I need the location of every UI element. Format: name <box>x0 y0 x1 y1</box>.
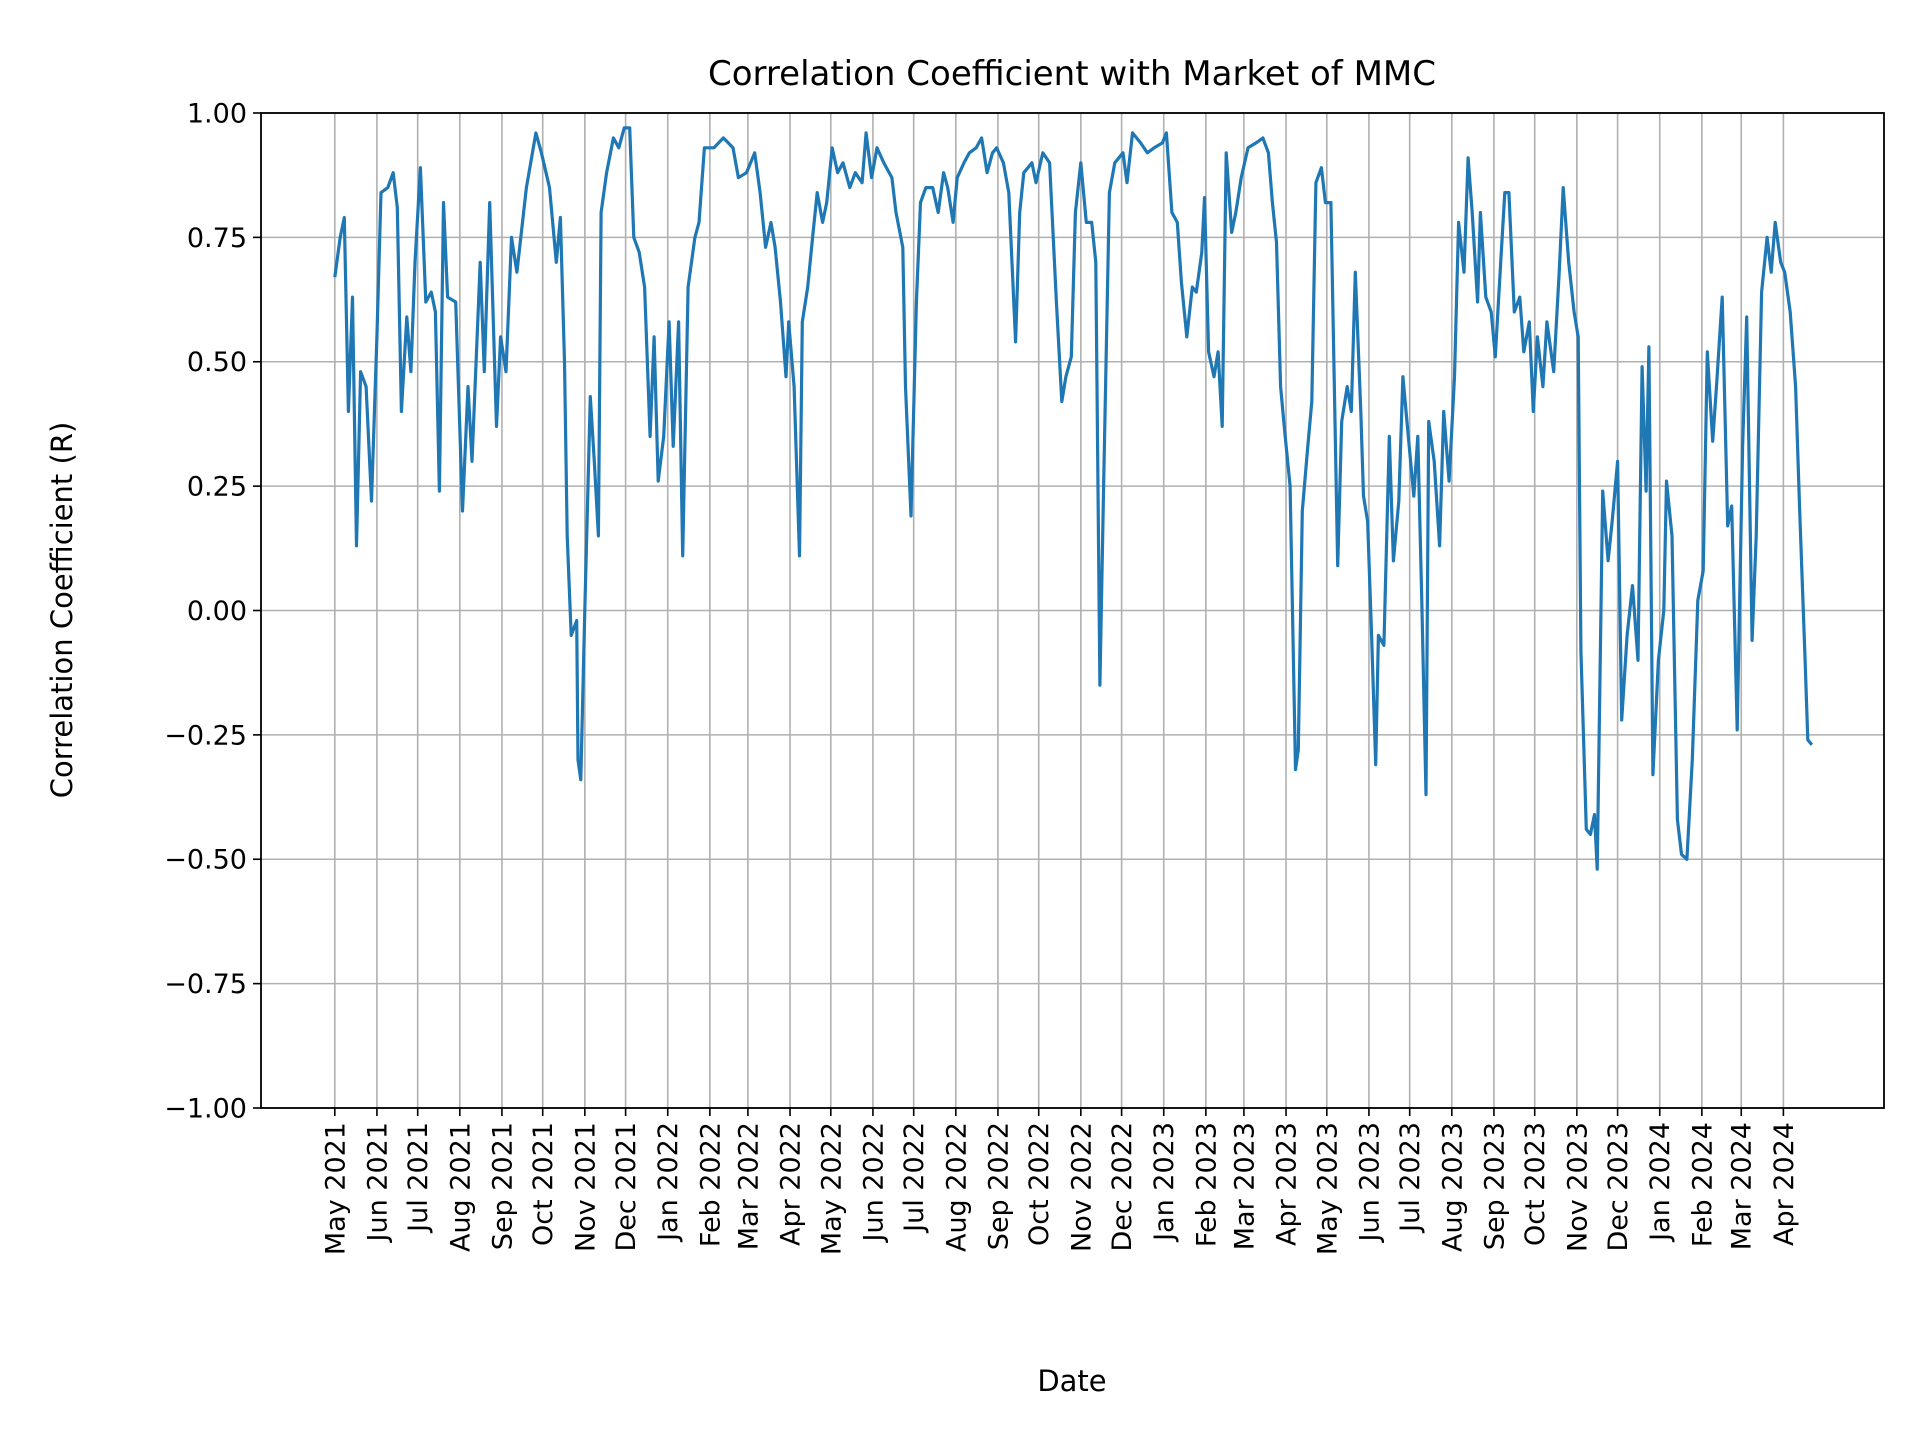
y-axis-ticks: −1.00 −0.75 −0.50 −0.25 0.00 0.25 0.50 0.75 1.00 <box>164 98 261 1124</box>
x-axis-label: Date <box>1037 1364 1106 1398</box>
y-tick-label: −0.25 <box>164 720 247 751</box>
x-tick-label: Jan 2024 <box>1645 1122 1676 1243</box>
series-layer <box>333 126 1814 871</box>
y-tick-label: −0.50 <box>164 845 247 876</box>
x-tick-label: Aug 2021 <box>445 1122 476 1252</box>
x-tick-label: Nov 2021 <box>570 1122 601 1252</box>
x-tick-label: Jul 2022 <box>899 1122 930 1234</box>
x-tick-label: Apr 2024 <box>1769 1122 1800 1246</box>
y-tick-label: 0.25 <box>187 472 247 503</box>
x-tick-label: Jun 2023 <box>1354 1122 1385 1243</box>
x-tick-label: Aug 2023 <box>1437 1122 1468 1252</box>
y-tick-label: 0.50 <box>187 347 247 378</box>
x-tick-label: Dec 2023 <box>1603 1122 1634 1252</box>
x-tick-label: May 2022 <box>816 1122 847 1255</box>
y-tick-label: 1.00 <box>187 98 247 129</box>
x-tick-label: Jul 2021 <box>403 1122 434 1234</box>
y-tick-label: −1.00 <box>164 1093 247 1124</box>
x-tick-label: Oct 2021 <box>528 1122 559 1246</box>
x-tick-label: Feb 2023 <box>1191 1122 1222 1247</box>
x-tick-label: Aug 2022 <box>941 1122 972 1252</box>
y-tick-label: 0.75 <box>187 223 247 254</box>
x-tick-label: Feb 2024 <box>1687 1122 1718 1247</box>
x-tick-label: Jun 2022 <box>858 1122 889 1243</box>
y-axis-label: Correlation Coefficient (R) <box>45 422 79 799</box>
x-tick-label: Mar 2022 <box>733 1122 764 1250</box>
x-tick-label: Jan 2022 <box>653 1122 684 1243</box>
x-tick-label: Sep 2021 <box>487 1122 518 1250</box>
x-tick-label: Nov 2023 <box>1562 1122 1593 1252</box>
x-axis-ticks: May 2021 Jun 2021 Jul 2021 Aug 2021 Sep 2021… <box>320 1108 1800 1255</box>
x-tick-label: Sep 2023 <box>1479 1122 1510 1250</box>
x-tick-label: Mar 2024 <box>1727 1122 1758 1250</box>
y-tick-label: −0.75 <box>164 969 247 1000</box>
x-tick-label: Sep 2022 <box>983 1122 1014 1250</box>
x-tick-label: Oct 2023 <box>1520 1122 1551 1246</box>
x-tick-label: Apr 2023 <box>1271 1122 1302 1246</box>
x-tick-label: Oct 2022 <box>1024 1122 1055 1246</box>
x-tick-label: May 2023 <box>1312 1122 1343 1255</box>
x-tick-label: Jan 2023 <box>1149 1122 1180 1243</box>
x-tick-label: Dec 2021 <box>611 1122 642 1252</box>
x-tick-label: Nov 2022 <box>1066 1122 1097 1252</box>
x-tick-label: Feb 2022 <box>695 1122 726 1247</box>
chart-title: Correlation Coefficient with Market of M… <box>708 54 1436 94</box>
x-tick-label: Jul 2023 <box>1395 1122 1426 1234</box>
y-tick-label: 0.00 <box>187 596 247 627</box>
x-tick-label: May 2021 <box>320 1122 351 1255</box>
series-line <box>333 126 1814 871</box>
x-tick-label: Dec 2022 <box>1107 1122 1138 1252</box>
x-tick-label: Jun 2021 <box>362 1122 393 1243</box>
x-tick-label: Mar 2023 <box>1229 1122 1260 1250</box>
x-tick-label: Apr 2022 <box>775 1122 806 1246</box>
